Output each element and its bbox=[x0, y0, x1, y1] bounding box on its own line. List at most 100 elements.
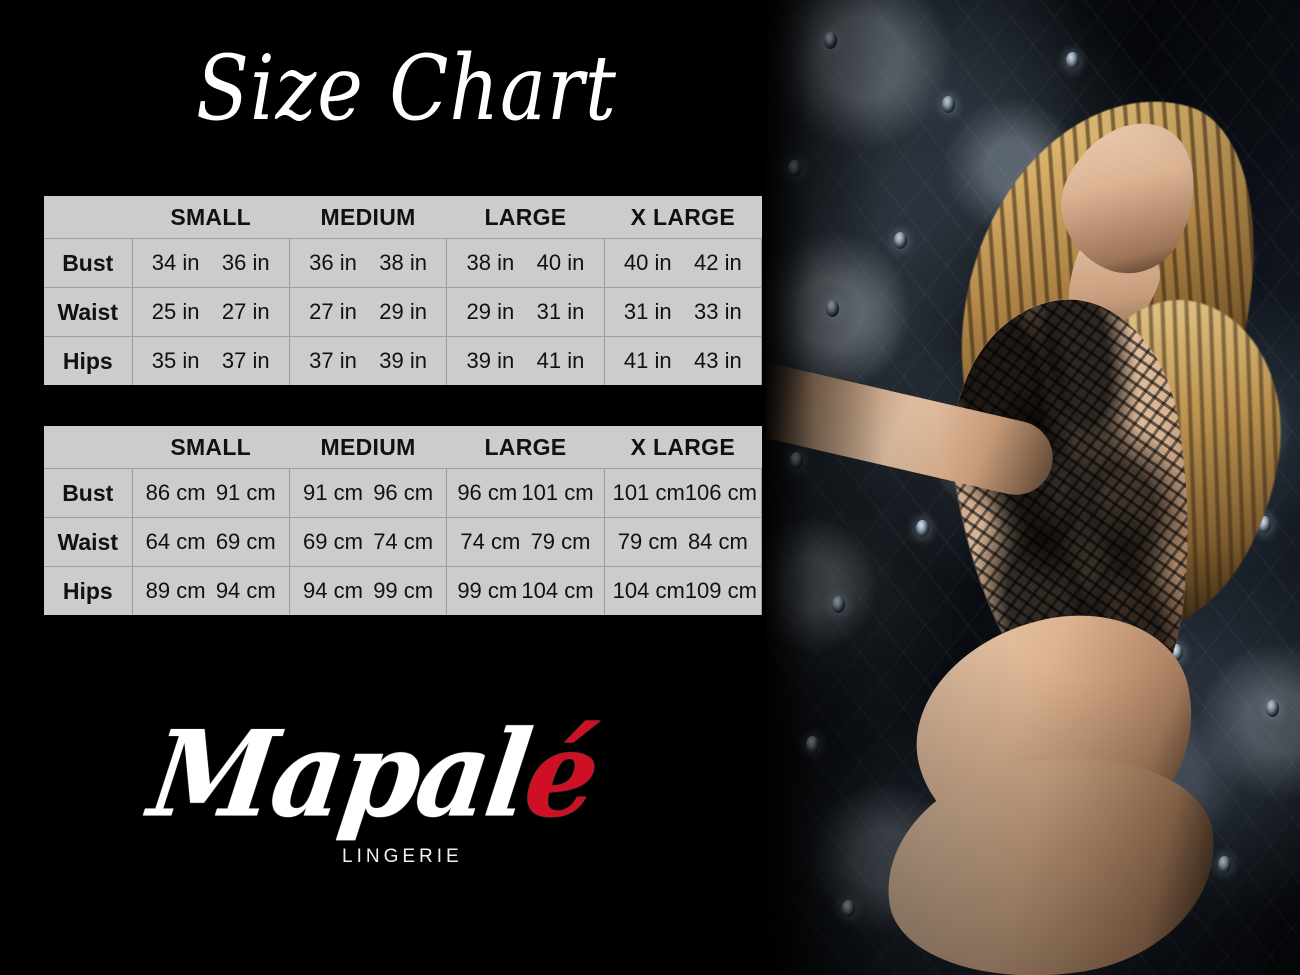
cell-hips-small: 35 in 37 in bbox=[131, 336, 290, 385]
cell-waist-small: 64 cm 69 cm bbox=[131, 517, 290, 567]
value-max: 33 in bbox=[694, 299, 742, 324]
value-max: 106 cm bbox=[684, 480, 757, 505]
value-min: 40 in bbox=[623, 250, 672, 275]
cell-hips-xlarge: 104 cm 109 cm bbox=[603, 566, 763, 615]
cell-bust-large: 96 cm 101 cm bbox=[446, 468, 605, 518]
value-max: 37 in bbox=[221, 348, 270, 373]
value-min: 99 cm bbox=[457, 578, 518, 603]
value-min: 86 cm bbox=[145, 480, 206, 505]
value-max: 74 cm bbox=[373, 529, 434, 554]
column-header-large: LARGE bbox=[446, 196, 605, 239]
value-min: 91 cm bbox=[303, 480, 363, 505]
value-min: 34 in bbox=[151, 250, 200, 275]
value-max: 79 cm bbox=[530, 529, 591, 554]
value-max: 94 cm bbox=[215, 578, 276, 603]
cell-hips-small: 89 cm 94 cm bbox=[131, 566, 290, 615]
size-table-cm-body: Bust 86 cm 91 cm 91 cm 96 cm 96 cm 101 cm 1… bbox=[44, 468, 763, 615]
size-table-inches: SMALL MEDIUM LARGE X LARGE Bust 34 in 36 … bbox=[44, 196, 763, 385]
row-label-hips: Hips bbox=[44, 566, 133, 615]
value-min: 27 in bbox=[309, 299, 357, 324]
header-row: SMALL MEDIUM LARGE X LARGE bbox=[44, 196, 762, 239]
cell-hips-large: 39 in 41 in bbox=[446, 336, 605, 385]
header-row: SMALL MEDIUM LARGE X LARGE bbox=[44, 426, 762, 469]
cell-hips-xlarge: 41 in 43 in bbox=[603, 336, 763, 385]
value-max: 91 cm bbox=[215, 480, 276, 505]
row-label-bust: Bust bbox=[44, 238, 133, 288]
table-row: Waist 25 in 27 in 27 in 29 in 29 in 31 in 3… bbox=[44, 287, 763, 337]
cell-waist-large: 29 in 31 in bbox=[446, 287, 605, 337]
value-max: 42 in bbox=[694, 250, 742, 275]
cell-hips-large: 99 cm 104 cm bbox=[446, 566, 605, 615]
value-min: 104 cm bbox=[612, 578, 685, 603]
value-min: 36 in bbox=[309, 250, 357, 275]
value-max: 40 in bbox=[536, 250, 585, 275]
value-max: 36 in bbox=[221, 250, 270, 275]
value-max: 41 in bbox=[536, 348, 585, 373]
table-row: Hips 35 in 37 in 37 in 39 in 39 in 41 in 41… bbox=[44, 336, 763, 385]
value-min: 38 in bbox=[466, 250, 515, 275]
value-min: 94 cm bbox=[303, 578, 363, 603]
value-min: 64 cm bbox=[145, 529, 206, 554]
cell-hips-medium: 94 cm 99 cm bbox=[288, 566, 448, 615]
value-max: 69 cm bbox=[215, 529, 276, 554]
table-row: Hips 89 cm 94 cm 94 cm 99 cm 99 cm 104 cm 1… bbox=[44, 566, 763, 615]
photo-vignette bbox=[766, 0, 1300, 975]
table-row: Waist 64 cm 69 cm 69 cm 74 cm 74 cm 79 cm 7… bbox=[44, 517, 763, 567]
value-min: 101 cm bbox=[612, 480, 685, 505]
table-row: Bust 34 in 36 in 36 in 38 in 38 in 40 in 40… bbox=[44, 238, 763, 288]
value-min: 41 in bbox=[623, 348, 672, 373]
brand-wordmark: Mapalé bbox=[142, 705, 605, 844]
value-min: 29 in bbox=[466, 299, 515, 324]
value-min: 25 in bbox=[151, 299, 200, 324]
row-label-waist: Waist bbox=[44, 517, 133, 567]
column-header-xlarge: X LARGE bbox=[604, 196, 762, 239]
cell-waist-xlarge: 79 cm 84 cm bbox=[603, 517, 763, 567]
value-max: 96 cm bbox=[373, 480, 434, 505]
cell-bust-xlarge: 40 in 42 in bbox=[603, 238, 763, 288]
value-min: 35 in bbox=[151, 348, 200, 373]
size-table-cm-head: SMALL MEDIUM LARGE X LARGE bbox=[44, 426, 762, 469]
value-max: 39 in bbox=[379, 348, 428, 373]
cell-bust-xlarge: 101 cm 106 cm bbox=[603, 468, 763, 518]
brand-name-main: Mapal bbox=[141, 705, 537, 845]
value-max: 104 cm bbox=[521, 578, 594, 603]
cell-waist-medium: 27 in 29 in bbox=[288, 287, 448, 337]
column-header-medium: MEDIUM bbox=[289, 426, 447, 469]
cell-waist-small: 25 in 27 in bbox=[131, 287, 290, 337]
column-header-large: LARGE bbox=[446, 426, 605, 469]
value-min: 96 cm bbox=[457, 480, 518, 505]
column-header-small: SMALL bbox=[132, 426, 290, 469]
value-max: 43 in bbox=[694, 348, 742, 373]
value-max: 29 in bbox=[379, 299, 428, 324]
value-max: 84 cm bbox=[687, 529, 748, 554]
row-label-bust: Bust bbox=[44, 468, 133, 518]
size-table-inches-head: SMALL MEDIUM LARGE X LARGE bbox=[44, 196, 762, 239]
brand-tagline: LINGERIE bbox=[342, 846, 463, 867]
brand-logo: Mapalé LINGERIE bbox=[142, 705, 605, 896]
size-table-inches-body: Bust 34 in 36 in 36 in 38 in 38 in 40 in 40… bbox=[44, 238, 763, 385]
value-min: 37 in bbox=[309, 348, 357, 373]
column-header-small: SMALL bbox=[132, 196, 290, 239]
column-header-medium: MEDIUM bbox=[289, 196, 447, 239]
cell-bust-small: 34 in 36 in bbox=[131, 238, 290, 288]
cell-hips-medium: 37 in 39 in bbox=[288, 336, 448, 385]
corner-cell bbox=[44, 426, 132, 469]
value-max: 31 in bbox=[536, 299, 585, 324]
model-photo bbox=[766, 0, 1300, 975]
value-max: 99 cm bbox=[373, 578, 434, 603]
value-max: 27 in bbox=[221, 299, 270, 324]
size-table-centimeters: SMALL MEDIUM LARGE X LARGE Bust 86 cm 91 … bbox=[44, 426, 763, 615]
cell-bust-large: 38 in 40 in bbox=[446, 238, 605, 288]
value-max: 101 cm bbox=[521, 480, 594, 505]
row-label-hips: Hips bbox=[44, 336, 133, 385]
value-max: 38 in bbox=[379, 250, 428, 275]
page-title: Size Chart bbox=[196, 36, 617, 141]
value-min: 39 in bbox=[466, 348, 515, 373]
cell-waist-xlarge: 31 in 33 in bbox=[603, 287, 763, 337]
row-label-waist: Waist bbox=[44, 287, 133, 337]
table-row: Bust 86 cm 91 cm 91 cm 96 cm 96 cm 101 cm 1… bbox=[44, 468, 763, 518]
corner-cell bbox=[44, 196, 132, 239]
cell-bust-medium: 91 cm 96 cm bbox=[288, 468, 448, 518]
value-min: 89 cm bbox=[145, 578, 206, 603]
